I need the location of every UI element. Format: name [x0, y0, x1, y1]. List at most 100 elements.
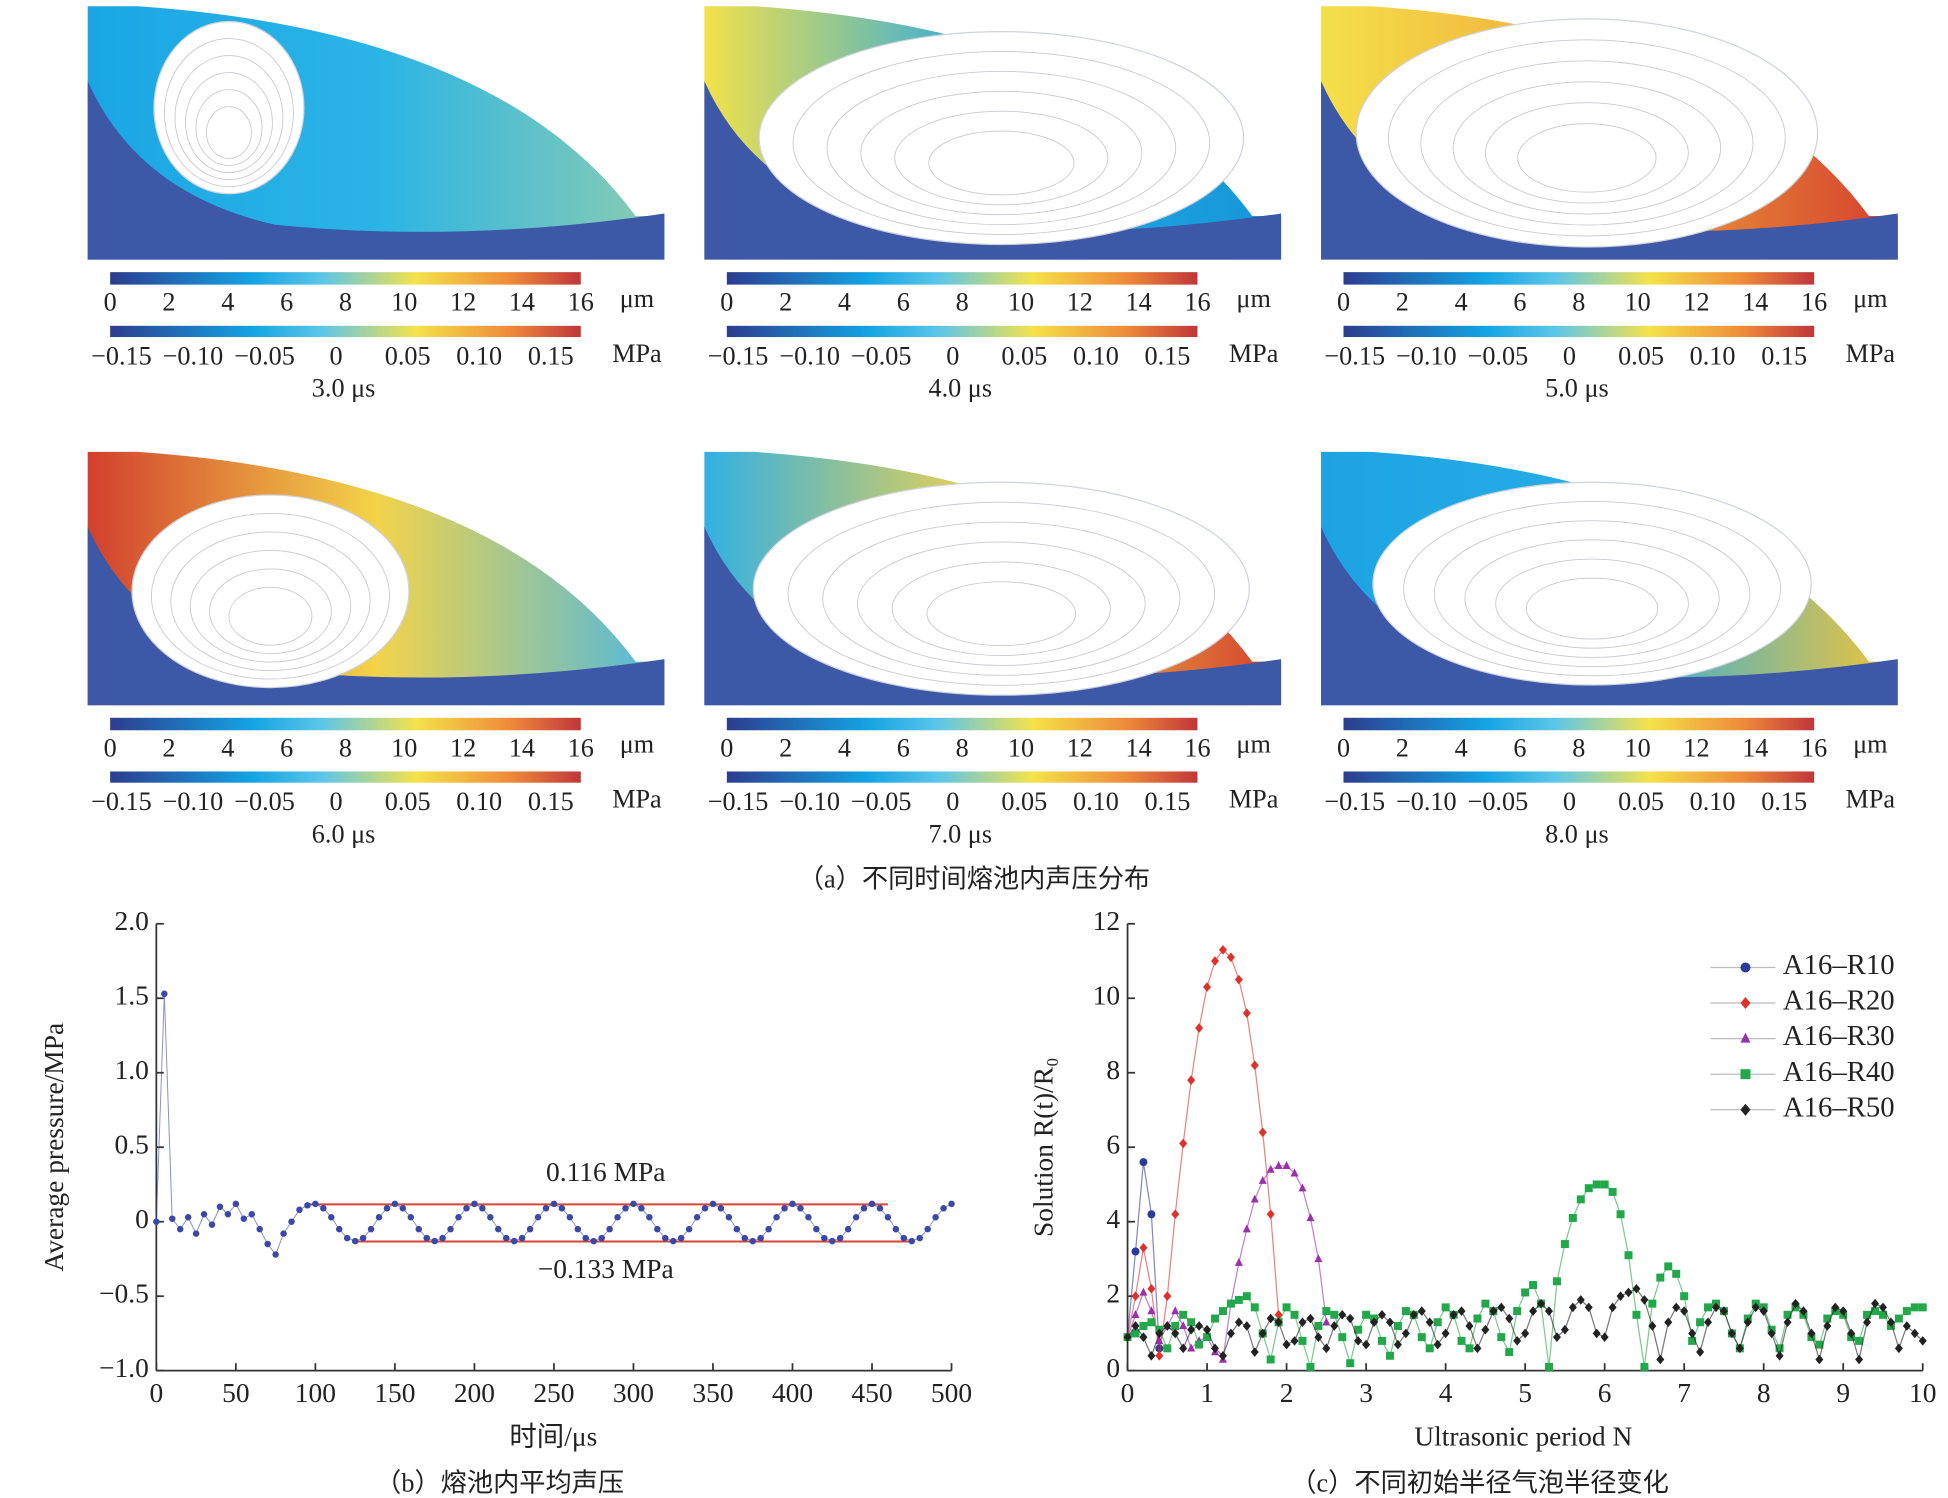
data-point: [1385, 1351, 1394, 1360]
data-point: [725, 1213, 733, 1221]
data-point: [415, 1225, 422, 1233]
data-point: [1680, 1306, 1689, 1316]
data-point: [662, 1234, 669, 1242]
y-tick-label: 1.5: [115, 981, 149, 1011]
data-point: [1743, 1317, 1752, 1328]
x-tick-label: 300: [613, 1378, 654, 1408]
length-colorbar: [726, 272, 1198, 285]
data-point: [1131, 1247, 1140, 1256]
data-point: [1433, 1339, 1442, 1350]
data-point: [1346, 1359, 1355, 1368]
data-point: [908, 1237, 916, 1245]
data-point: [1902, 1321, 1911, 1331]
length-tick-label: 14: [509, 288, 535, 317]
length-unit: μm: [1236, 284, 1270, 313]
pressure-tick-label: 0.10: [1073, 341, 1119, 370]
data-point: [1258, 1127, 1267, 1138]
data-point: [1823, 1314, 1832, 1323]
data-point: [1338, 1333, 1347, 1342]
legend-marker: [1740, 1069, 1751, 1080]
data-point: [1608, 1187, 1617, 1196]
data-point: [264, 1240, 271, 1248]
caption: （b）熔池内平均声压: [375, 1469, 624, 1498]
x-tick-label: 450: [851, 1378, 892, 1408]
length-tick-label: 2: [779, 733, 792, 762]
pressure-tick-label: 0.15: [1761, 787, 1807, 816]
data-point: [1871, 1307, 1880, 1316]
data-point: [1465, 1321, 1474, 1331]
data-point: [1863, 1317, 1872, 1328]
y-tick-label: 12: [1093, 906, 1120, 936]
data-point: [1696, 1347, 1705, 1357]
x-tick-label: 400: [772, 1378, 813, 1408]
length-tick-label: 14: [1742, 288, 1768, 317]
data-point: [1894, 1314, 1903, 1323]
data-point: [1354, 1336, 1363, 1346]
data-point: [1147, 1306, 1156, 1315]
data-point: [1624, 1287, 1633, 1298]
data-point: [1624, 1251, 1633, 1260]
data-point: [1266, 1313, 1275, 1324]
data-point: [1187, 1318, 1196, 1327]
data-point: [161, 990, 168, 998]
data-point: [320, 1205, 327, 1212]
data-point: [1545, 1306, 1553, 1316]
pressure-tick-label: −0.15: [708, 787, 769, 816]
contour-line: [189, 549, 352, 663]
data-point: [256, 1225, 263, 1233]
pressure-tick-label: 0: [1563, 341, 1576, 370]
length-tick-label: 0: [104, 733, 117, 762]
data-point: [1314, 1254, 1323, 1263]
x-tick-label: 150: [374, 1378, 415, 1408]
data-point: [1592, 1328, 1601, 1339]
pressure-tick-label: 0: [946, 787, 959, 816]
data-point: [1203, 982, 1212, 992]
data-point: [1576, 1195, 1585, 1204]
data-point: [1155, 1336, 1164, 1345]
time-label: 8.0 μs: [1545, 819, 1609, 848]
data-point: [423, 1234, 430, 1242]
data-point: [1274, 1161, 1283, 1170]
data-point: [1306, 1213, 1315, 1222]
x-tick-label: 100: [295, 1378, 336, 1408]
contour-line: [206, 106, 252, 159]
contour-line: [1484, 102, 1689, 204]
data-point: [550, 1200, 558, 1208]
data-point: [892, 1225, 900, 1233]
pressure-tick-label: 0.15: [1145, 341, 1191, 370]
data-point: [566, 1213, 574, 1221]
length-tick-label: 10: [1008, 288, 1034, 317]
data-point: [1234, 1257, 1243, 1266]
pressure-unit: MPa: [1846, 784, 1896, 813]
y-tick-label: 8: [1106, 1055, 1120, 1085]
data-point: [1155, 1350, 1164, 1361]
data-point: [1195, 1340, 1204, 1349]
data-point: [1878, 1310, 1887, 1319]
data-point: [1171, 1209, 1180, 1220]
pressure-tick-label: 0.10: [1073, 787, 1119, 816]
data-point: [471, 1200, 478, 1208]
y-tick-label: 1.0: [115, 1055, 149, 1085]
length-tick-label: 12: [450, 733, 476, 762]
contour-line: [826, 70, 1177, 226]
data-point: [1441, 1328, 1450, 1339]
pressure-tick-label: −0.05: [851, 341, 912, 370]
data-point: [860, 1205, 868, 1212]
data-point: [1139, 1158, 1148, 1167]
pressure-tick-label: 0.05: [1618, 341, 1664, 370]
data-point: [534, 1213, 542, 1221]
data-point: [622, 1205, 629, 1212]
data-point: [1910, 1328, 1919, 1339]
x-tick-label: 200: [454, 1378, 495, 1408]
data-point: [184, 1213, 192, 1221]
data-point: [1234, 1317, 1243, 1328]
data-point: [805, 1213, 812, 1221]
data-point: [1155, 1328, 1164, 1339]
length-unit: μm: [1853, 284, 1887, 313]
data-point: [1839, 1306, 1848, 1316]
data-point: [1306, 1362, 1315, 1371]
data-point: [1147, 1350, 1156, 1361]
data-point: [1783, 1317, 1792, 1328]
length-tick-label: 4: [838, 288, 851, 317]
